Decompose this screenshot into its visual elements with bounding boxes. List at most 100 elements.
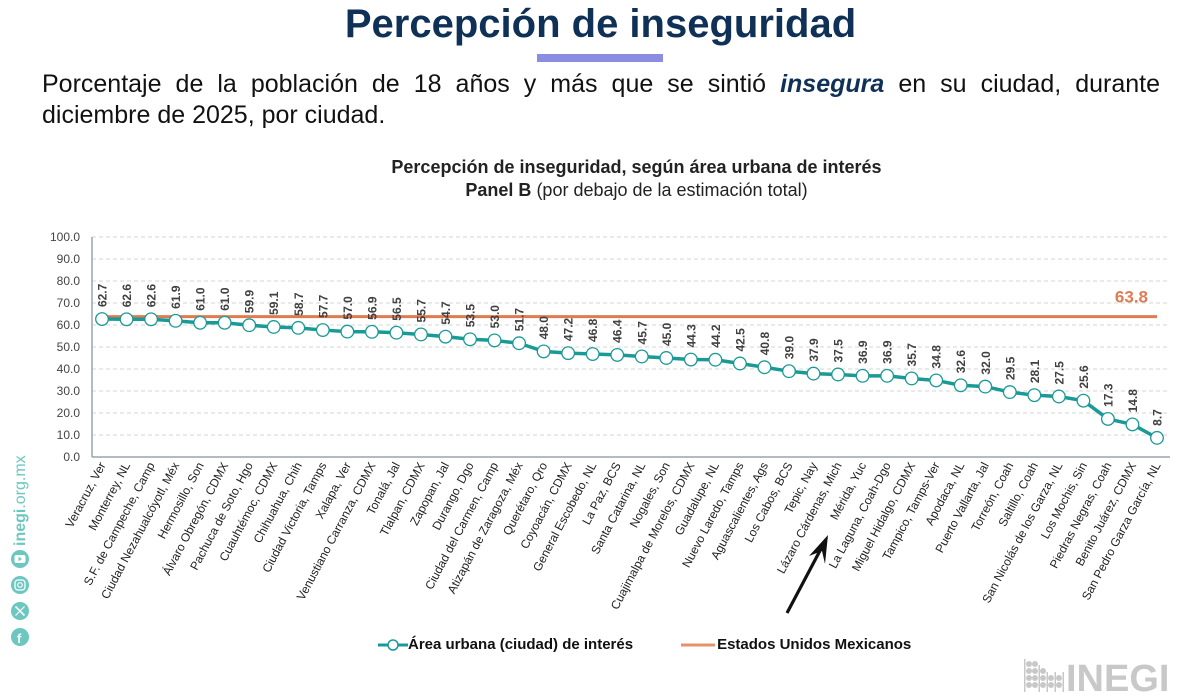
y-tick-label: 40.0 — [57, 362, 81, 376]
data-label: 61.0 — [194, 287, 208, 311]
y-tick-label: 50.0 — [57, 340, 81, 354]
data-label: 57.0 — [341, 296, 355, 320]
data-point — [1126, 418, 1139, 431]
data-label: 46.8 — [586, 318, 600, 342]
data-point — [905, 372, 918, 385]
data-label: 36.9 — [856, 340, 870, 364]
data-label: 28.1 — [1028, 359, 1042, 383]
data-point — [734, 357, 747, 370]
data-point — [439, 330, 452, 343]
data-label: 51.7 — [513, 308, 527, 332]
data-point — [194, 317, 207, 330]
data-point — [415, 328, 428, 341]
data-label: 59.1 — [267, 291, 281, 315]
legend-item-city: Área urbana (ciudad) de interés — [378, 636, 633, 653]
chart-legend: Área urbana (ciudad) de interés Estados … — [378, 636, 959, 653]
data-label: 62.6 — [145, 284, 159, 308]
data-label: 62.7 — [96, 283, 110, 307]
y-tick-label: 0.0 — [63, 450, 80, 464]
facebook-icon[interactable]: f — [11, 628, 29, 646]
data-label: 61.9 — [169, 285, 183, 309]
gridlines — [92, 237, 1170, 435]
data-label: 62.6 — [120, 284, 134, 308]
inegi-logo-text: INEGI — [1066, 658, 1169, 692]
data-label: 44.3 — [684, 324, 698, 348]
y-tick-label: 70.0 — [57, 296, 81, 310]
legend-label-city: Área urbana (ciudad) de interés — [408, 636, 633, 653]
data-label: 8.7 — [1151, 409, 1165, 426]
y-tick-label: 20.0 — [57, 406, 81, 420]
y-tick-label: 10.0 — [57, 428, 81, 442]
reference-line-group: 63.8 — [100, 288, 1157, 317]
data-point — [218, 317, 231, 330]
data-point — [709, 353, 722, 366]
data-label: 36.9 — [881, 340, 895, 364]
data-point — [783, 365, 796, 378]
data-label: 45.0 — [660, 322, 674, 346]
data-label: 48.0 — [537, 316, 551, 340]
data-label: 37.5 — [832, 339, 846, 363]
y-tick-label: 60.0 — [57, 318, 81, 332]
data-label: 40.8 — [758, 332, 772, 356]
data-point — [513, 337, 526, 350]
y-tick-label: 100.0 — [50, 230, 80, 244]
data-label: 35.7 — [905, 343, 919, 367]
y-tick-label: 80.0 — [57, 274, 81, 288]
data-label: 42.5 — [733, 328, 747, 352]
data-point — [1003, 386, 1016, 399]
data-label: 61.0 — [218, 287, 232, 311]
svg-text:f: f — [17, 631, 22, 646]
website-link[interactable]: inegi.org.mx — [12, 455, 29, 546]
data-point — [979, 380, 992, 393]
data-point — [832, 368, 845, 381]
data-point — [930, 374, 943, 387]
data-point — [1077, 394, 1090, 407]
inegi-logo-dots — [1024, 659, 1064, 692]
data-point — [464, 333, 477, 346]
data-point — [635, 350, 648, 363]
data-point — [488, 334, 501, 347]
data-point — [1151, 432, 1164, 445]
reference-label: 63.8 — [1115, 288, 1148, 307]
data-point — [660, 352, 673, 365]
data-label: 17.3 — [1101, 383, 1115, 407]
series-line — [102, 319, 1157, 438]
instagram-icon[interactable] — [11, 576, 29, 594]
data-point — [243, 319, 256, 332]
data-point — [758, 361, 771, 374]
data-label: 56.5 — [390, 297, 404, 321]
x-icon[interactable] — [11, 602, 29, 620]
inegi-logo: INEGI — [1024, 655, 1201, 692]
data-point — [1028, 389, 1041, 402]
data-label: 44.2 — [709, 324, 723, 348]
data-point — [96, 313, 109, 326]
data-point — [390, 326, 403, 339]
social-sidebar: inegi.org.mx f — [2, 420, 38, 660]
data-point — [267, 321, 280, 334]
data-point — [954, 379, 967, 392]
data-point — [881, 370, 894, 383]
data-label: 32.0 — [979, 351, 993, 375]
data-point — [145, 313, 158, 326]
data-label: 57.7 — [316, 294, 330, 318]
data-point — [1102, 413, 1115, 426]
data-point — [341, 325, 354, 338]
x-axis-labels: Veracruz, VerMonterrey, NLS.F. de Campec… — [62, 459, 1163, 611]
data-label: 32.6 — [954, 350, 968, 374]
data-label: 14.8 — [1126, 389, 1140, 413]
y-tick-label: 30.0 — [57, 384, 81, 398]
data-label: 58.7 — [292, 292, 306, 316]
legend-label-national: Estados Unidos Mexicanos — [717, 636, 911, 653]
data-point — [120, 313, 133, 326]
data-point — [685, 353, 698, 366]
data-label: 37.9 — [807, 338, 821, 362]
data-point — [317, 324, 330, 337]
data-point — [562, 347, 575, 360]
data-label: 47.2 — [562, 317, 576, 341]
data-point — [366, 326, 379, 339]
legend-national-line-icon — [681, 638, 715, 652]
youtube-icon[interactable] — [11, 550, 29, 568]
y-axis: 0.0 10.0 20.0 30.0 40.0 50.0 60.0 70.0 80.0 90.0 1… — [50, 230, 1170, 464]
data-label: 53.0 — [488, 305, 502, 329]
